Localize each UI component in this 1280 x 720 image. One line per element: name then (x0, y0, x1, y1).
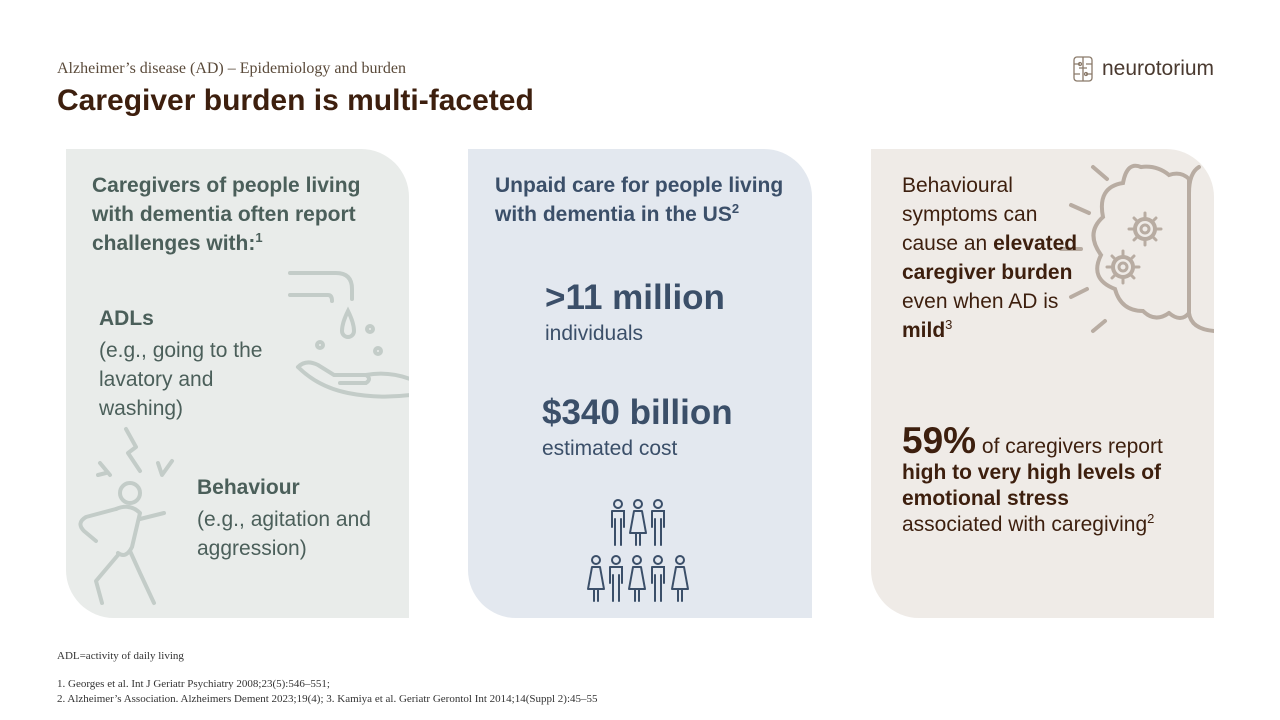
head-gears-icon (1059, 163, 1214, 333)
panel3-text2-bold: mild (902, 319, 946, 342)
panel3-text-ref: 3 (945, 317, 953, 332)
cost-stat-value: $340 billion (542, 393, 733, 432)
references: 1. Georges et al. Int J Geriatr Psychiat… (57, 677, 598, 707)
panel2-heading-text: Unpaid care for people living with demen… (495, 174, 784, 226)
individuals-stat-value: >11 million (545, 278, 725, 317)
stress-bold-text: high to very high levels of emotional st… (902, 461, 1162, 510)
logo-text: neurotorium (1102, 57, 1215, 80)
panel2-heading: Unpaid care for people living with demen… (495, 171, 795, 229)
behaviour-text: (e.g., agitation and aggression) (197, 508, 371, 560)
unpaid-care-panel: Unpaid care for people living with demen… (468, 149, 812, 618)
slide-title: Caregiver burden is multi-faceted (57, 84, 534, 117)
stress-ref: 2 (1147, 511, 1155, 526)
panel1-heading-ref: 1 (255, 230, 263, 245)
reference-2: 2. Alzheimer’s Association. Alzheimers D… (57, 693, 598, 705)
abbreviation-footnote: ADL=activity of daily living (57, 650, 184, 662)
panel3-text1: Behavioural symptoms can cause an (902, 174, 1038, 255)
logo[interactable]: neurotorium (1070, 54, 1214, 84)
individuals-stat-label: individuals (545, 322, 644, 345)
panel3-text: Behavioural symptoms can cause an elevat… (902, 171, 1092, 345)
stress-text: of caregivers report (976, 435, 1163, 458)
people-group-icon (587, 499, 689, 602)
behavioural-symptoms-panel: Behavioural symptoms can cause an elevat… (871, 149, 1214, 618)
slide-subtitle: Alzheimer’s disease (AD) – Epidemiology … (57, 60, 406, 77)
panel1-heading-text: Caregivers of people living with dementi… (92, 174, 361, 255)
reference-1: 1. Georges et al. Int J Geriatr Psychiat… (57, 678, 330, 690)
cost-stat-label: estimated cost (542, 437, 678, 460)
stress-tail-text: associated with caregiving (902, 513, 1148, 536)
adl-label: ADLs (99, 307, 154, 330)
panel2-heading-ref: 2 (731, 201, 740, 216)
stress-percent: 59% (902, 420, 977, 461)
adl-text: (e.g., going to the lavatory and washing… (99, 339, 263, 420)
adl-behaviour-panel: Caregivers of people living with dementi… (66, 149, 409, 618)
stress-stat: 59% of caregivers report high to very hig… (902, 422, 1202, 538)
agitated-person-icon (78, 427, 174, 605)
behaviour-label: Behaviour (197, 476, 300, 499)
panel1-heading: Caregivers of people living with dementi… (92, 171, 392, 258)
panel3-text1-bold: elevated caregiver burden (902, 232, 1078, 284)
panel3-text2: even when AD is (902, 290, 1059, 313)
neurotorium-logo-icon (1073, 56, 1093, 82)
hand-washing-icon (288, 271, 409, 399)
